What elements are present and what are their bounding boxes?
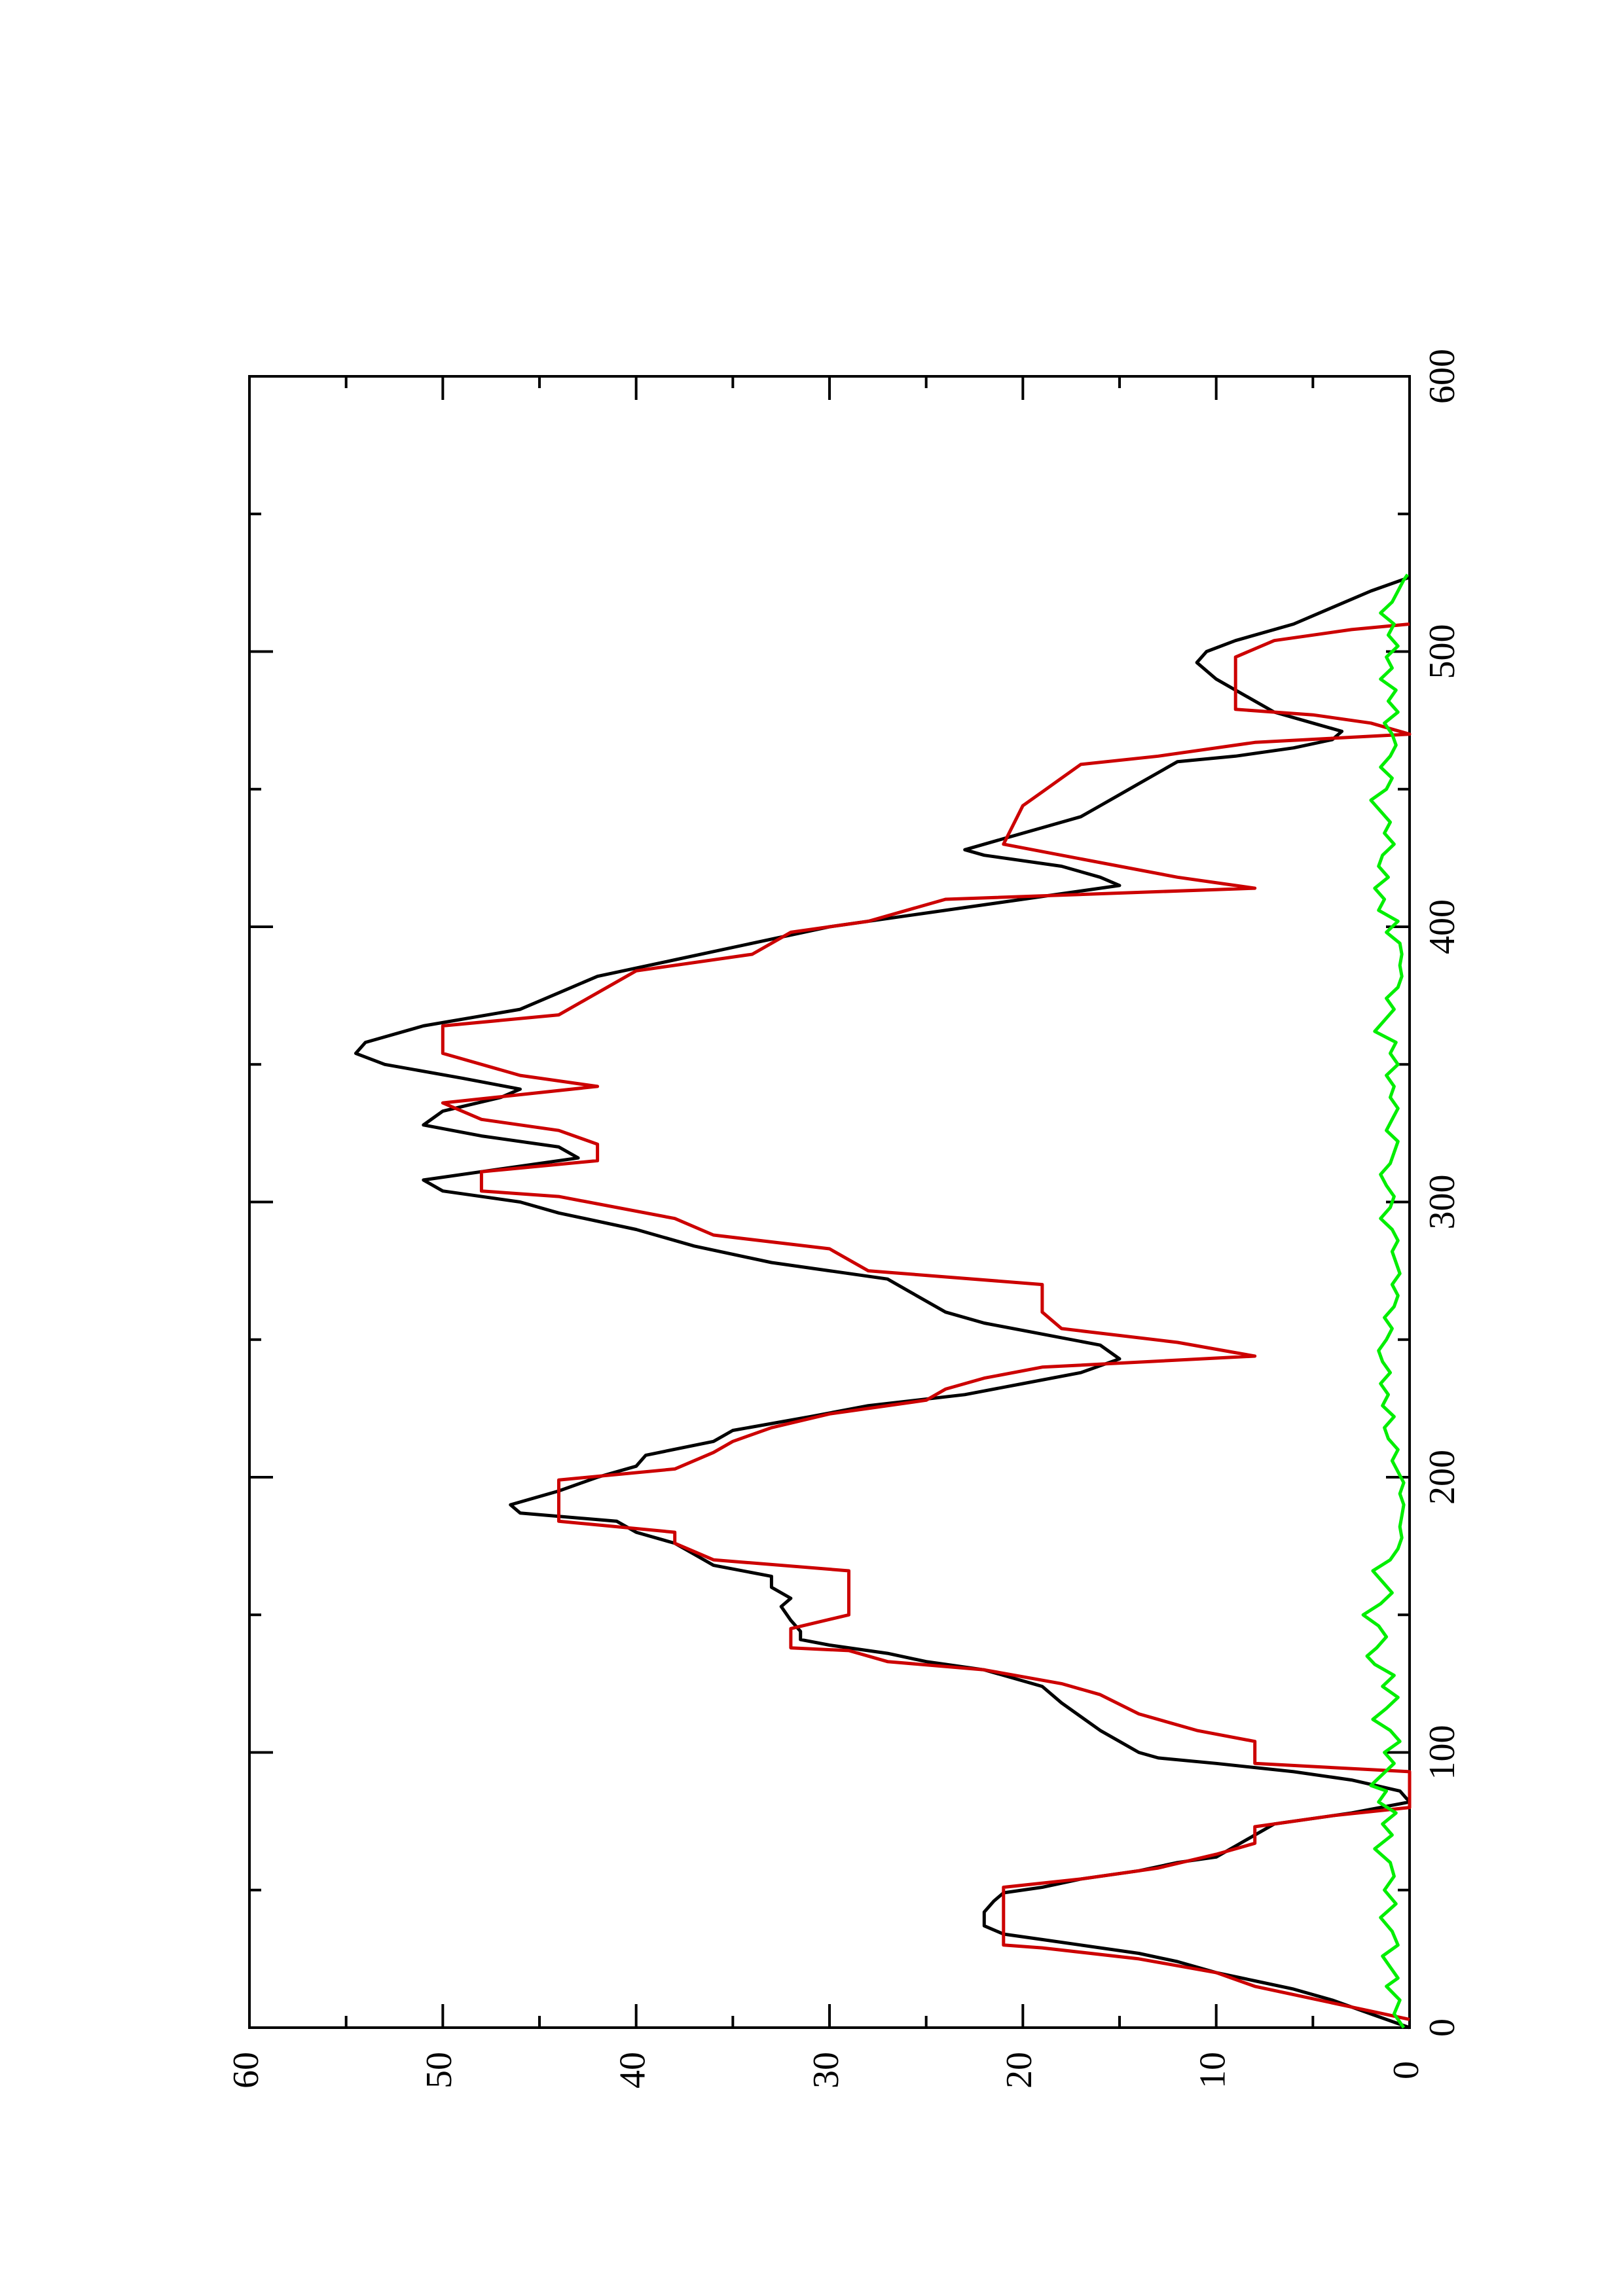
series-line-1 — [354, 575, 1412, 2030]
y-tick-label: 40 — [613, 2052, 653, 2089]
tick-labels: 0 100 200 300 400 500 600 0 10 20 30 40 50 60 — [226, 349, 1463, 2089]
y-tick-label: 20 — [999, 2052, 1040, 2089]
x-tick-label: 500 — [1422, 624, 1463, 679]
x-tick-label: 100 — [1422, 1725, 1463, 1780]
y-tick-label: 30 — [806, 2052, 847, 2089]
x-tick-label: 200 — [1422, 1450, 1463, 1505]
series-line-2 — [441, 622, 1412, 2021]
y-tick-label: 10 — [1193, 2052, 1233, 2089]
y-tick-label: 50 — [419, 2052, 460, 2089]
y-tick-label: 0 — [1386, 2061, 1427, 2079]
y-tick-label: 60 — [226, 2052, 266, 2089]
axis-ticks — [248, 375, 1411, 2029]
x-tick-label: 0 — [1422, 2018, 1463, 2037]
plot-frame — [248, 375, 1411, 2029]
series-line-3 — [1361, 573, 1410, 2029]
x-tick-label: 300 — [1422, 1175, 1463, 1230]
x-tick-label: 400 — [1422, 899, 1463, 954]
x-tick-label: 600 — [1422, 349, 1463, 404]
series-layer — [354, 573, 1412, 2030]
